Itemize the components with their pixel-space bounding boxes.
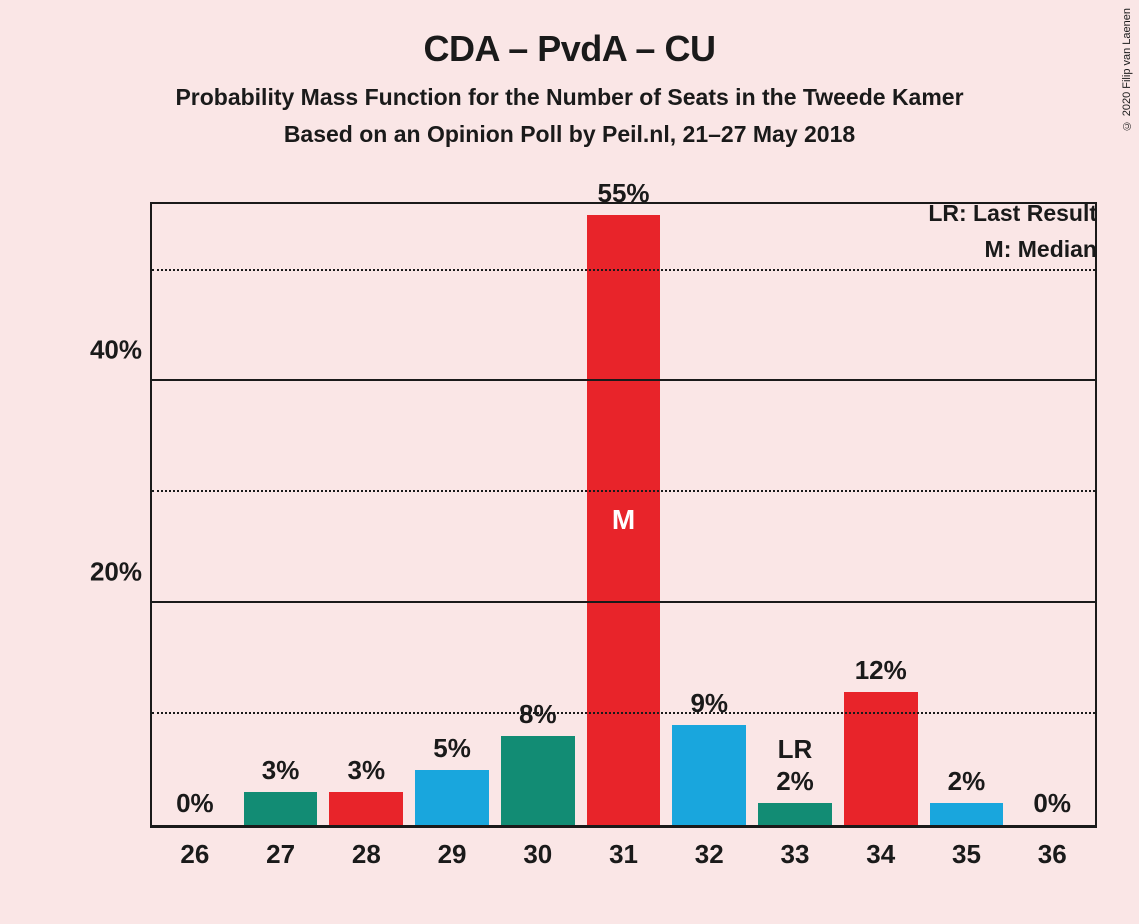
x-tick-label: 34 xyxy=(866,839,895,870)
bar: 2%LR xyxy=(758,803,832,825)
y-tick-label: 40% xyxy=(90,335,142,366)
bar: 3% xyxy=(329,792,403,825)
bar-value-label: 3% xyxy=(348,755,386,786)
bar-value-label: 0% xyxy=(176,788,214,819)
grid-minor xyxy=(152,490,1095,492)
x-tick-label: 35 xyxy=(952,839,981,870)
bar: 2% xyxy=(930,803,1004,825)
x-tick-label: 26 xyxy=(180,839,209,870)
bar-value-label: 55% xyxy=(598,178,650,209)
bars-container: 0%263%273%285%298%3055%M319%322%LR3312%3… xyxy=(152,204,1095,825)
bar-slot: 2%35 xyxy=(924,204,1010,825)
bar-slot: 0%36 xyxy=(1009,204,1095,825)
x-tick-label: 32 xyxy=(695,839,724,870)
y-tick-label: 20% xyxy=(90,557,142,588)
x-tick-label: 30 xyxy=(523,839,552,870)
bar-slot: 12%34 xyxy=(838,204,924,825)
x-tick-label: 33 xyxy=(781,839,810,870)
title-block: CDA – PvdA – CU Probability Mass Functio… xyxy=(0,0,1139,148)
chart-title: CDA – PvdA – CU xyxy=(0,28,1139,70)
bar-value-label: 5% xyxy=(433,733,471,764)
x-tick-label: 29 xyxy=(438,839,467,870)
grid-major xyxy=(152,379,1095,381)
bar-value-label: 12% xyxy=(855,655,907,686)
grid-minor xyxy=(152,269,1095,271)
x-tick-label: 31 xyxy=(609,839,638,870)
grid-minor xyxy=(152,712,1095,714)
bar: 55%M xyxy=(587,215,661,825)
bar-slot: 0%26 xyxy=(152,204,238,825)
bar: 9% xyxy=(672,725,746,825)
bar: 5% xyxy=(415,770,489,825)
bar-value-label: 2% xyxy=(776,766,814,797)
bar-marker-median: M xyxy=(612,504,635,536)
bar-value-label: 9% xyxy=(690,688,728,719)
x-tick-label: 36 xyxy=(1038,839,1067,870)
bar-slot: 55%M31 xyxy=(581,204,667,825)
bar-slot: 8%30 xyxy=(495,204,581,825)
bar-value-label: 0% xyxy=(1033,788,1071,819)
bar-slot: 5%29 xyxy=(409,204,495,825)
x-tick-label: 28 xyxy=(352,839,381,870)
bar-value-label: 3% xyxy=(262,755,300,786)
bar: 3% xyxy=(244,792,318,825)
plot-area: 0%263%273%285%298%3055%M319%322%LR3312%3… xyxy=(150,202,1097,828)
bar-slot: 3%27 xyxy=(238,204,324,825)
bar-slot: 9%32 xyxy=(666,204,752,825)
bar-marker-last-result: LR xyxy=(778,734,813,765)
bar-value-label: 8% xyxy=(519,699,557,730)
bar: 8% xyxy=(501,736,575,825)
copyright-text: © 2020 Filip van Laenen xyxy=(1121,8,1133,131)
bar-slot: 2%LR33 xyxy=(752,204,838,825)
x-tick-label: 27 xyxy=(266,839,295,870)
bar-value-label: 2% xyxy=(948,766,986,797)
chart-subtitle: Probability Mass Function for the Number… xyxy=(0,84,1139,111)
bar-slot: 3%28 xyxy=(323,204,409,825)
grid-major xyxy=(152,601,1095,603)
chart-subtitle-2: Based on an Opinion Poll by Peil.nl, 21–… xyxy=(0,121,1139,148)
chart: LR: Last Result M: Median 0%263%273%285%… xyxy=(150,202,1097,874)
